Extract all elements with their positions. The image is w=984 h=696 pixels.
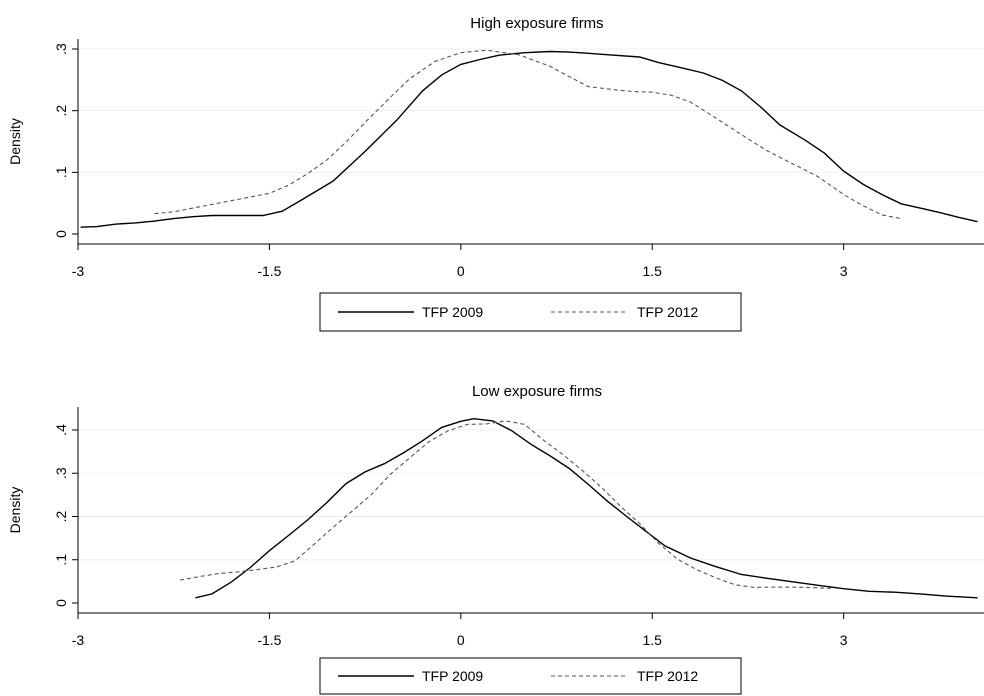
y-tick-label: .4	[53, 424, 69, 436]
x-tick-label: 3	[840, 263, 848, 279]
y-tick-label: .2	[53, 105, 69, 117]
chart-title: Low exposure firms	[472, 383, 602, 400]
series-line-tfp-2009	[195, 417, 978, 599]
chart-title: High exposure firms	[470, 15, 603, 32]
legend: TFP 2009 TFP 2012	[319, 657, 742, 695]
x-tick-label: 0	[457, 263, 465, 279]
x-tick-label: 1.5	[642, 263, 662, 279]
y-tick-label: 0	[53, 230, 69, 238]
y-axis-title: Density	[7, 487, 23, 534]
legend-label: TFP 2009	[422, 304, 483, 320]
y-tick-label: .1	[53, 554, 69, 566]
x-tick-label: 3	[840, 632, 848, 648]
chart-panel-1: High exposure firms 0 .1 .2 .3 Density -3 -1.5 0…	[7, 15, 984, 332]
chart-panel-2: Low exposure firms 0 .1 .2 .3 .4 Density -3 -1.5…	[7, 383, 984, 695]
y-axis-title: Density	[7, 118, 23, 165]
y-tick-label: .3	[53, 43, 69, 55]
x-tick-label: -3	[72, 632, 85, 648]
legend-label: TFP 2012	[637, 304, 698, 320]
x-tick-label: -1.5	[257, 632, 281, 648]
y-tick-label: .2	[53, 510, 69, 522]
y-tick-label: .3	[53, 467, 69, 479]
x-tick-label: 0	[457, 632, 465, 648]
legend-label: TFP 2012	[637, 668, 698, 684]
series-line-tfp-2012	[180, 420, 831, 589]
x-tick-label: -1.5	[257, 263, 281, 279]
series-line-tfp-2009	[80, 50, 978, 228]
legend: TFP 2009 TFP 2012	[319, 292, 742, 332]
legend-label: TFP 2009	[422, 668, 483, 684]
x-tick-label: -3	[72, 263, 85, 279]
y-tick-label: .1	[53, 166, 69, 178]
y-tick-label: 0	[53, 599, 69, 607]
x-tick-label: 1.5	[642, 632, 662, 648]
series-line-tfp-2012	[154, 49, 902, 220]
